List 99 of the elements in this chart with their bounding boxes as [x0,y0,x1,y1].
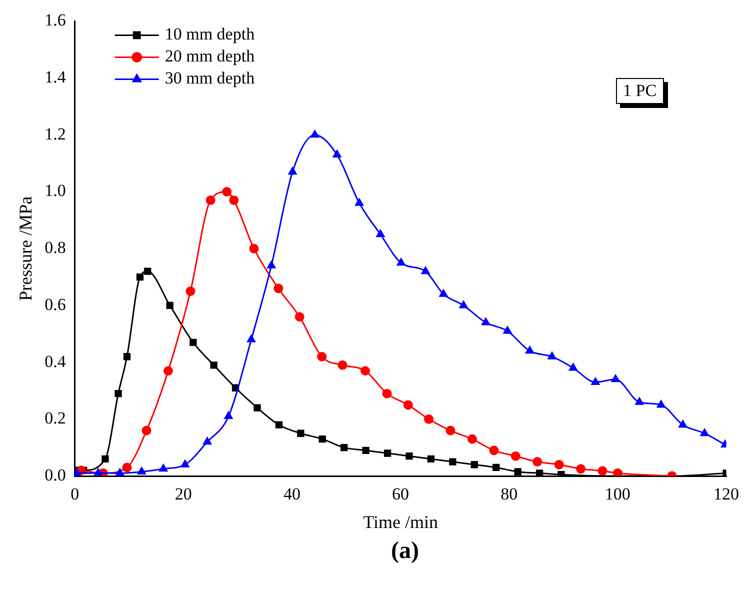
point [635,397,644,405]
point [210,362,218,369]
point [406,452,413,460]
point [206,196,216,206]
point [591,377,600,385]
x-tick-label: 20 [174,484,192,504]
point [470,461,478,468]
point [360,366,370,376]
point [166,302,174,310]
point [439,289,448,297]
point [532,457,542,467]
point [224,412,233,420]
point [288,167,297,175]
point [247,334,256,342]
point [180,460,190,468]
point [222,187,232,196]
point [163,366,173,376]
point [510,451,520,461]
point [362,446,370,454]
x-tick-label: 60 [392,484,410,504]
point [459,300,468,308]
point [122,462,132,472]
point [467,434,477,444]
point [576,464,586,474]
y-tick-label: 0.8 [44,238,66,258]
point [144,268,152,275]
point [612,468,622,476]
point [267,260,276,268]
point [114,390,122,398]
point [340,444,348,452]
x-tick-label: 40 [283,484,300,504]
point [254,404,261,412]
x-tick-label: 80 [500,484,518,504]
point [203,437,212,445]
point [611,374,620,382]
legend-label: 20 mm depth [164,46,256,66]
point [526,346,534,354]
y-axis-title: Pressure /MPa [16,196,36,301]
point [94,468,102,476]
point [229,196,239,206]
point [190,338,197,346]
y-tick-label: 1.6 [44,10,66,30]
y-tick-label: 0.4 [44,352,66,371]
x-tick-label: 120 [714,484,739,504]
point [355,198,364,206]
legend-label: 30 mm depth [164,68,256,88]
point [700,428,709,436]
point [548,352,556,360]
point [427,455,435,463]
point [249,244,259,254]
point [503,326,512,334]
y-tick-label: 1.4 [44,68,66,87]
point [332,150,342,158]
point [384,450,392,457]
y-tick-label: 1.2 [44,124,66,144]
annotation: 1 PC [616,78,664,104]
point [482,318,490,326]
x-axis-title: Time /min [363,512,438,532]
point [382,388,392,398]
point [536,470,544,476]
point [678,420,688,428]
x-tick-label: 0 [70,484,80,504]
point [554,460,564,470]
point [338,360,348,370]
point [186,286,196,296]
point [403,400,413,410]
point [310,130,319,138]
point [275,421,283,428]
point [317,352,327,362]
point [421,266,430,274]
point [492,464,500,472]
point [136,273,144,281]
point [137,466,146,474]
point [376,230,385,238]
point [568,363,578,371]
point [159,464,168,472]
point [514,468,522,476]
legend-label: 10 mm depth [164,24,256,44]
point [318,435,326,443]
point [489,446,499,456]
point [598,466,608,476]
x-tick-label: 100 [604,484,630,504]
point [396,258,406,266]
y-tick-label: 0.6 [44,294,66,314]
point [102,455,109,463]
point [446,426,456,436]
point [274,284,284,294]
point [116,468,124,476]
text: (a) [390,538,420,565]
point [142,426,152,436]
point [656,400,666,408]
point [297,430,304,437]
point [294,312,304,322]
point [424,414,434,424]
y-tick-label: 0.0 [44,465,66,484]
y-tick-label: 0.2 [44,408,66,428]
point [449,458,456,466]
y-tick-label: 1.0 [44,181,66,200]
point [123,353,131,360]
